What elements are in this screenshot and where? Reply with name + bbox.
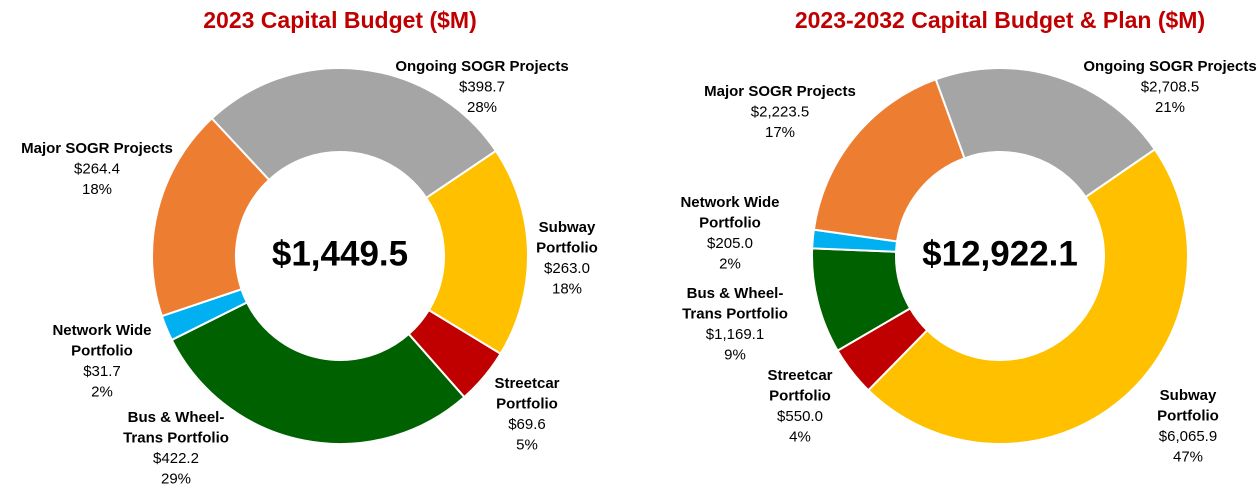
segment-name: Portfolio [769,387,831,404]
segment-name: Bus & Wheel- [128,409,225,426]
percent-label: 47% [1173,448,1203,465]
segment-name: Portfolio [496,395,558,412]
segment-name: Bus & Wheel- [687,285,784,302]
value-label: $205.0 [707,235,753,252]
segment-name: Portfolio [536,239,598,256]
percent-label: 9% [724,346,746,363]
percent-label: 2% [719,255,741,272]
segment-name: Portfolio [1157,407,1219,424]
center-total: $1,449.5 [272,234,408,273]
percent-label: 18% [552,280,582,297]
percent-label: 17% [765,124,795,141]
value-label: $2,708.5 [1141,78,1199,95]
donut-segment [934,67,1157,199]
segment-name: Ongoing SOGR Projects [395,58,568,75]
value-label: $31.7 [83,363,121,380]
segment-name: Major SOGR Projects [21,140,173,157]
segment-name: Streetcar [494,375,559,392]
donut-segment [210,67,498,200]
percent-label: 2% [91,383,113,400]
value-label: $69.6 [508,416,546,433]
segment-name: Portfolio [71,342,133,359]
segment-name: Trans Portfolio [123,429,229,446]
value-label: $398.7 [459,78,505,95]
donut-segment [866,148,1190,446]
segment-name: Network Wide [52,322,151,339]
donut-segment [151,117,271,318]
value-label: $6,065.9 [1159,428,1217,445]
chart-title: 2023-2032 Capital Budget & Plan ($M) [795,7,1205,33]
donut-segment [812,78,966,243]
donut-segment [424,149,529,356]
segment-name: Major SOGR Projects [704,83,856,100]
percent-label: 18% [82,181,112,198]
value-label: $2,223.5 [751,103,809,120]
percent-label: 29% [161,470,191,487]
segment-name: Subway [1160,387,1217,404]
value-label: $263.0 [544,260,590,277]
segment-name: Subway [539,219,596,236]
segment-name: Network Wide [680,194,779,211]
value-label: $550.0 [777,408,823,425]
segment-name: Ongoing SOGR Projects [1083,58,1256,75]
percent-label: 21% [1155,99,1185,116]
segment-name: Streetcar [767,367,832,384]
percent-label: 28% [467,99,497,116]
value-label: $264.4 [74,160,120,177]
value-label: $422.2 [153,450,199,467]
segment-name: Portfolio [699,214,761,231]
percent-label: 5% [516,436,538,453]
percent-label: 4% [789,428,811,445]
segment-name: Trans Portfolio [682,305,788,322]
center-total: $12,922.1 [922,234,1078,273]
value-label: $1,169.1 [706,326,764,343]
chart-title: 2023 Capital Budget ($M) [203,7,477,33]
donut-segment [170,301,466,445]
